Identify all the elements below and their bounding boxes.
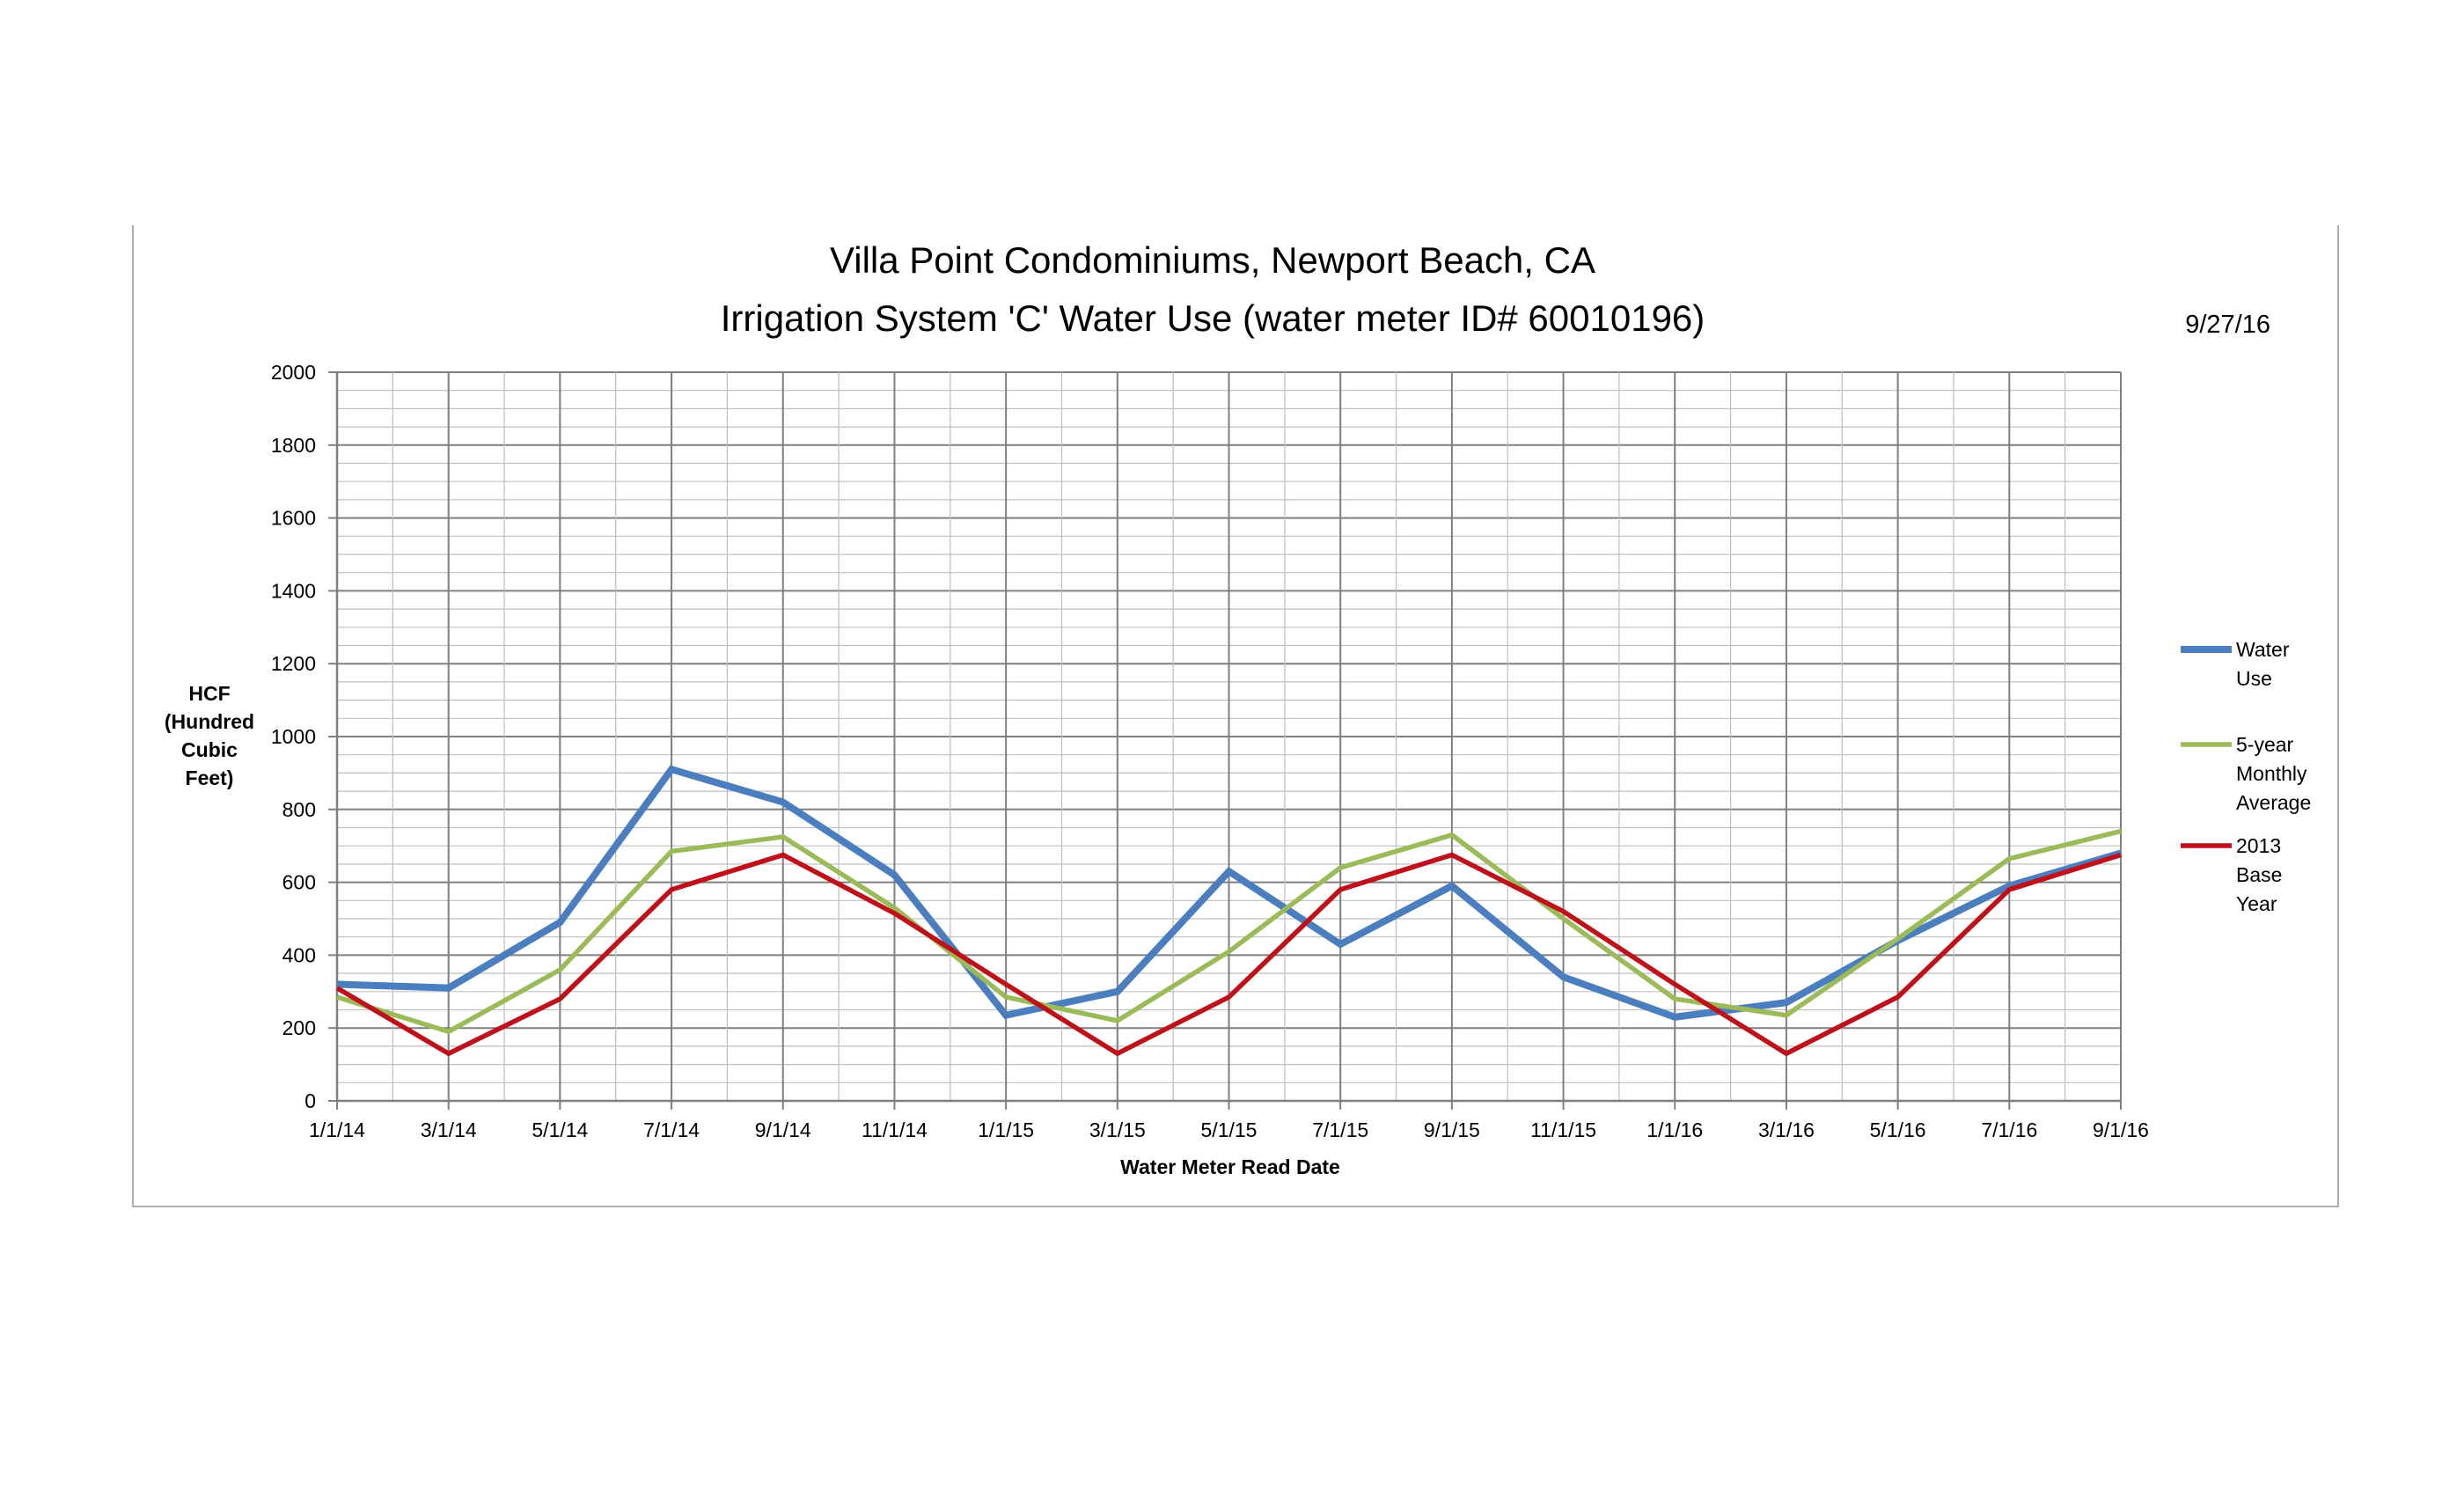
series-line-water-use — [336, 765, 2123, 1021]
x-tick-label: 3/1/15 — [1089, 1118, 1146, 1141]
legend-label: Year — [2236, 892, 2277, 915]
legend-label: 2013 — [2236, 834, 2281, 857]
y-axis-ticks: 0 200 400 600 800 1000 1200 1400 1600 1800 2000 — [271, 361, 337, 1112]
x-tick-label: 3/1/14 — [421, 1118, 477, 1141]
y-tick-label: 2000 — [271, 361, 316, 384]
chart-title: Villa Point Condominiums, Newport Beach,… — [830, 239, 1595, 281]
x-tick-label: 1/1/15 — [978, 1118, 1034, 1141]
y-tick-label: 800 — [282, 798, 316, 821]
legend-label: Water — [2236, 638, 2290, 661]
x-tick-label: 5/1/15 — [1201, 1118, 1258, 1141]
x-tick-label: 9/1/14 — [755, 1118, 811, 1141]
y-tick-label: 1600 — [271, 507, 316, 530]
y-tick-label: 0 — [304, 1089, 316, 1112]
x-tick-label: 1/1/16 — [1646, 1118, 1703, 1141]
chart-subtitle: Irrigation System 'C' Water Use (water m… — [721, 297, 1705, 339]
x-tick-label: 3/1/16 — [1758, 1118, 1815, 1141]
y-tick-label: 400 — [282, 943, 316, 966]
x-tick-label: 7/1/14 — [643, 1118, 700, 1141]
legend-label: Base — [2236, 863, 2282, 886]
x-tick-label: 9/1/16 — [2093, 1118, 2149, 1141]
x-tick-label: 7/1/16 — [1981, 1118, 2037, 1141]
x-tick-label: 11/1/15 — [1530, 1118, 1596, 1141]
y-axis-label: HCF (Hundred Cubic Feet) — [165, 682, 254, 789]
legend-label: Use — [2236, 667, 2272, 690]
y-axis-label-line: Feet) — [186, 766, 234, 789]
y-axis-label-line: Cubic — [181, 738, 238, 761]
y-tick-label: 1800 — [271, 434, 316, 457]
x-axis-label: Water Meter Read Date — [1120, 1155, 1340, 1178]
legend-label: Monthly — [2236, 762, 2307, 785]
legend-label: Average — [2236, 791, 2311, 814]
date-stamp: 9/27/16 — [2185, 311, 2270, 339]
chart-frame — [132, 225, 2339, 1207]
x-tick-label: 11/1/14 — [862, 1118, 928, 1141]
series-line-5-year-monthly-average — [336, 828, 2122, 1035]
legend: Water Use 5-year Monthly Average 2013 Base Year — [2181, 638, 2311, 915]
y-axis-label-line: (Hundred — [165, 710, 254, 733]
legend-label: 5-year — [2236, 733, 2294, 756]
x-tick-label: 7/1/15 — [1312, 1118, 1368, 1141]
x-axis-ticks: 1/1/14 3/1/14 5/1/14 7/1/14 9/1/14 11/1/14 1/1… — [309, 1101, 2149, 1141]
x-tick-label: 5/1/16 — [1870, 1118, 1926, 1141]
series-line-2013-base-year — [335, 852, 2122, 1057]
x-tick-label: 9/1/15 — [1424, 1118, 1480, 1141]
x-tick-label: 5/1/14 — [532, 1118, 588, 1141]
y-tick-label: 1000 — [271, 725, 316, 748]
y-tick-label: 200 — [282, 1016, 316, 1039]
y-tick-label: 600 — [282, 871, 316, 894]
x-tick-label: 1/1/14 — [309, 1118, 365, 1141]
y-tick-label: 1400 — [271, 579, 316, 602]
y-tick-label: 1200 — [271, 652, 316, 675]
y-axis-label-line: HCF — [188, 682, 230, 705]
series-lines — [335, 765, 2123, 1057]
gridlines — [336, 371, 2122, 1102]
